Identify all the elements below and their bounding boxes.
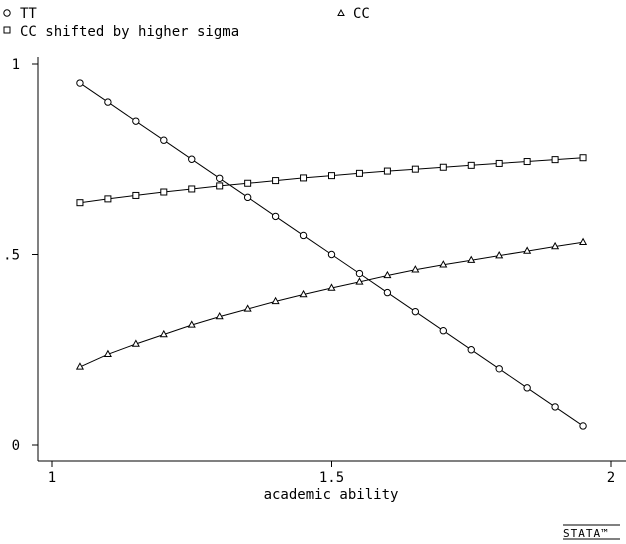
data-point-tt	[271, 212, 280, 221]
data-point-tt	[439, 327, 447, 335]
data-point-cc	[271, 296, 280, 305]
x-tick-label: 2	[607, 470, 615, 486]
y-ticks: 0.51	[3, 57, 38, 454]
data-point-cc-shifted-by-higher-sigma	[579, 154, 587, 162]
data-point-tt	[467, 346, 475, 354]
x-tick-label: 1.5	[319, 470, 344, 486]
legend-label-tt: TT	[20, 6, 37, 22]
legend-marker-square	[3, 26, 11, 34]
legend-item-cc-shifted: CC shifted by higher sigma	[3, 24, 239, 40]
series-line-cc-shifted-by-higher-sigma	[79, 157, 584, 204]
data-point-tt	[243, 193, 252, 202]
data-point-cc-shifted-by-higher-sigma	[132, 191, 140, 199]
data-point-cc-shifted-by-higher-sigma	[216, 182, 224, 190]
legend: TT CC CC shifted by higher sigma	[3, 6, 370, 40]
data-point-cc	[383, 270, 392, 279]
data-point-cc	[439, 260, 448, 268]
data-point-tt	[579, 422, 587, 430]
legend-marker-circle	[3, 9, 11, 17]
x-ticks: 1 1.5 2	[48, 461, 615, 486]
y-tick-label: .5	[3, 248, 20, 264]
data-point-cc	[495, 251, 504, 259]
y-tick-label: 0	[12, 438, 20, 454]
data-point-tt	[299, 231, 308, 240]
x-axis-label: academic ability	[264, 487, 399, 503]
data-point-cc-shifted-by-higher-sigma	[383, 167, 391, 175]
data-point-cc	[159, 329, 168, 338]
data-point-cc-shifted-by-higher-sigma	[328, 172, 335, 180]
data-point-cc-shifted-by-higher-sigma	[300, 174, 308, 182]
data-point-cc-shifted-by-higher-sigma	[551, 156, 559, 164]
data-point-cc-shifted-by-higher-sigma	[523, 158, 531, 166]
data-point-cc	[243, 304, 252, 312]
data-point-cc	[103, 349, 112, 358]
data-point-tt	[327, 250, 336, 259]
data-point-cc-shifted-by-higher-sigma	[272, 177, 280, 185]
data-point-cc	[187, 320, 196, 328]
data-point-cc	[131, 339, 140, 347]
data-point-tt	[76, 79, 84, 87]
data-point-tt	[551, 403, 559, 411]
series-group	[75, 79, 588, 430]
x-tick-label: 1	[48, 470, 56, 486]
data-point-tt	[216, 174, 224, 183]
legend-label-cc: CC	[353, 6, 370, 22]
stata-logo-text: STATA™	[563, 527, 609, 540]
data-point-cc	[551, 241, 560, 250]
data-point-cc	[411, 265, 420, 273]
data-point-cc-shifted-by-higher-sigma	[160, 188, 168, 196]
data-point-tt	[104, 98, 112, 106]
data-point-cc-shifted-by-higher-sigma	[467, 161, 475, 169]
data-point-tt	[132, 117, 140, 125]
legend-item-cc: CC	[337, 6, 370, 22]
data-point-cc-shifted-by-higher-sigma	[355, 169, 363, 177]
data-point-tt	[355, 269, 364, 278]
data-point-cc-shifted-by-higher-sigma	[411, 165, 419, 173]
data-point-cc	[75, 362, 84, 370]
data-point-tt	[188, 155, 196, 163]
data-point-cc	[327, 283, 336, 291]
data-point-cc	[467, 255, 476, 263]
legend-marker-triangle	[337, 8, 345, 16]
data-point-cc-shifted-by-higher-sigma	[104, 195, 112, 203]
data-point-cc	[355, 277, 364, 285]
data-point-cc	[215, 311, 224, 320]
data-point-cc-shifted-by-higher-sigma	[495, 159, 503, 167]
axes	[37, 57, 626, 462]
data-point-tt	[523, 384, 531, 392]
stata-logo: STATA™	[563, 524, 620, 540]
data-point-cc	[299, 289, 308, 298]
legend-label-cc-shifted: CC shifted by higher sigma	[20, 24, 239, 40]
data-point-cc	[523, 246, 532, 254]
y-tick-label: 1	[12, 57, 20, 73]
data-point-cc-shifted-by-higher-sigma	[439, 163, 447, 171]
data-point-tt	[411, 307, 420, 316]
legend-item-tt: TT	[3, 6, 37, 22]
data-point-tt	[383, 288, 392, 297]
data-point-cc-shifted-by-higher-sigma	[76, 199, 84, 207]
data-point-tt	[160, 136, 168, 144]
data-point-tt	[495, 365, 503, 373]
data-point-cc	[579, 237, 588, 246]
data-point-cc-shifted-by-higher-sigma	[188, 185, 196, 193]
series-line-cc	[79, 241, 584, 368]
data-point-cc-shifted-by-higher-sigma	[244, 179, 252, 187]
